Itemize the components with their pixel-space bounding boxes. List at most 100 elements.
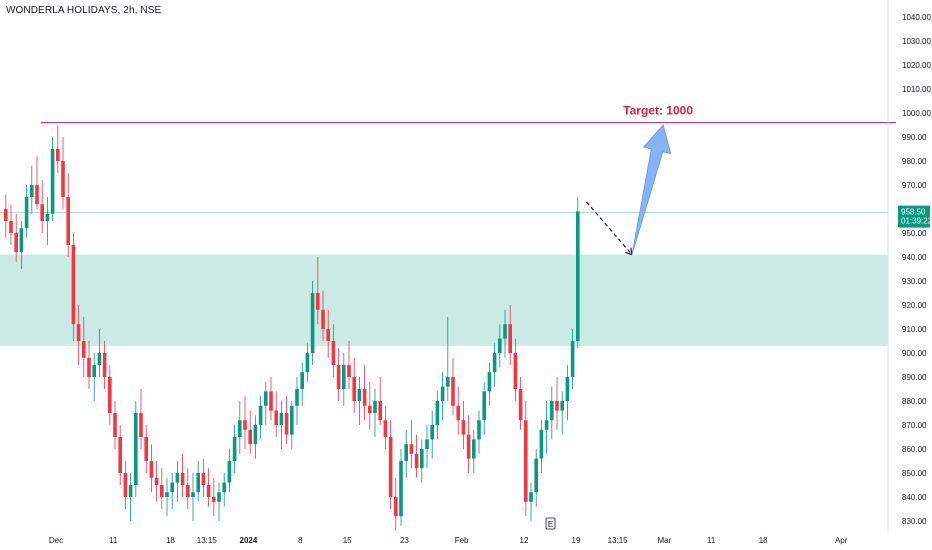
candle — [435, 391, 440, 440]
candle — [383, 405, 388, 449]
candle-body — [123, 473, 128, 497]
candle — [19, 221, 24, 269]
candle-body — [139, 413, 143, 437]
candle-body — [409, 444, 414, 454]
candle — [305, 343, 310, 382]
candle — [149, 444, 154, 493]
y-tick-label: 1040.00 — [902, 13, 931, 22]
candle — [456, 386, 460, 435]
candle-body — [212, 497, 216, 502]
candle — [71, 233, 76, 341]
y-tick-label: 980.00 — [902, 157, 927, 166]
candle-body — [539, 429, 544, 459]
candle — [92, 353, 96, 401]
candle — [180, 453, 185, 497]
candle-body — [435, 401, 440, 425]
candle-body — [316, 293, 320, 310]
candle — [66, 173, 70, 257]
price-axis: 830.00 840.00 850.00 860.00 870.00 880.00 890.… — [902, 13, 931, 526]
candle — [420, 439, 424, 483]
x-tick-label: 2024 — [240, 536, 258, 545]
candle — [560, 391, 564, 435]
candle-body — [477, 420, 481, 440]
candle — [378, 377, 382, 425]
y-tick-label: 860.00 — [902, 445, 927, 454]
candle — [310, 281, 315, 365]
candle — [14, 213, 18, 262]
candle-body — [154, 477, 159, 485]
candle-body — [383, 420, 388, 437]
candle — [102, 341, 107, 389]
candle-body — [61, 161, 65, 197]
candle — [430, 410, 434, 459]
candle — [206, 468, 211, 507]
candle-body — [414, 453, 419, 469]
y-tick-label: 970.00 — [902, 181, 927, 190]
x-tick-label: 11 — [109, 536, 118, 545]
candle-body — [92, 365, 96, 377]
candle — [248, 410, 252, 454]
projection-dashed-arrowhead — [625, 247, 633, 256]
candle — [191, 473, 195, 521]
candle-body — [45, 213, 50, 221]
candle — [128, 473, 133, 521]
candle — [326, 309, 330, 358]
candle-body — [534, 458, 538, 493]
x-tick-label: 8 — [298, 536, 303, 545]
candle — [357, 377, 362, 425]
candle — [186, 468, 190, 509]
candle — [352, 357, 356, 413]
candle — [258, 396, 263, 440]
candle-body — [232, 437, 237, 461]
candle — [539, 420, 544, 473]
candle-body — [196, 473, 200, 493]
candle-body — [544, 420, 549, 430]
candle-body — [227, 461, 232, 483]
candle — [451, 357, 455, 416]
candle-body — [466, 434, 471, 459]
candle — [222, 473, 226, 507]
candle-body — [264, 391, 268, 406]
candle-body — [243, 420, 247, 430]
candle-body — [524, 420, 528, 502]
y-tick-label: 930.00 — [902, 277, 927, 286]
candle — [9, 204, 13, 245]
candle-body — [373, 401, 377, 413]
earnings-event-marker[interactable]: E — [545, 517, 556, 530]
candle — [227, 449, 232, 493]
candle-body — [555, 401, 559, 411]
candle-body — [326, 329, 330, 341]
candle — [529, 482, 533, 521]
candle — [414, 434, 419, 478]
candle — [175, 461, 180, 502]
candle-body — [290, 405, 294, 435]
y-tick-label: 1030.00 — [902, 37, 931, 46]
projection-up-arrow — [631, 124, 672, 255]
candle-body — [331, 341, 336, 365]
x-tick-label: 18 — [759, 536, 768, 545]
candle — [544, 401, 549, 454]
candle — [113, 401, 117, 449]
candle — [404, 429, 408, 478]
arrowhead-stroke — [625, 251, 633, 256]
candle — [331, 324, 336, 377]
candle-body — [238, 420, 242, 437]
candle — [40, 180, 44, 233]
candle — [342, 353, 346, 406]
event-marker-box — [545, 517, 556, 530]
candle — [144, 425, 148, 473]
candle — [399, 449, 403, 526]
last-price-value: 958.50 — [901, 208, 926, 217]
candle-body — [108, 377, 112, 413]
candle — [477, 410, 481, 454]
bar-countdown: 01:39:22 — [901, 217, 932, 226]
x-tick-label: 23 — [400, 536, 409, 545]
candle-body — [357, 389, 362, 401]
x-tick-label: 18 — [166, 536, 175, 545]
candle — [123, 461, 128, 509]
y-tick-label: 890.00 — [902, 373, 927, 382]
candle-body — [565, 377, 570, 401]
candle-body — [217, 492, 221, 502]
x-tick-label: Apr — [835, 536, 848, 545]
